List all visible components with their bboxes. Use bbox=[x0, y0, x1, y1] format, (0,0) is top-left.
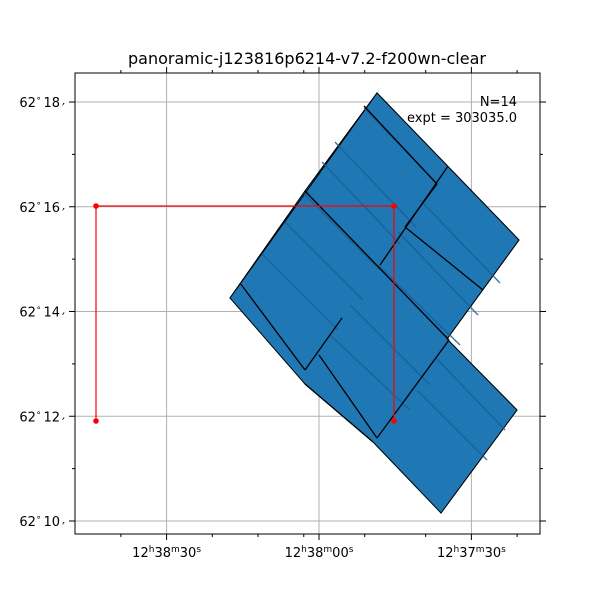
dither-stripe bbox=[349, 304, 431, 386]
y-tick-value: ′ bbox=[62, 521, 65, 536]
y-tick-value: 62 bbox=[19, 515, 36, 530]
dither-stripe bbox=[321, 161, 401, 245]
y-tick-value: 16 bbox=[44, 201, 61, 216]
x-tick-value: 00 bbox=[332, 546, 349, 561]
y-tick-value: 14 bbox=[44, 306, 61, 321]
x-tick-value: 38 bbox=[307, 546, 324, 561]
selection-vertex bbox=[93, 203, 99, 209]
detector-edge bbox=[304, 190, 450, 341]
footprint-layer bbox=[229, 92, 520, 514]
y-tick-label: 62∘ 12 ′ bbox=[19, 408, 65, 431]
detector-edge bbox=[379, 165, 449, 266]
x-tick-label: 12h38m00s bbox=[285, 545, 354, 561]
axes-frame bbox=[74, 72, 541, 535]
x-tick-unit: s bbox=[349, 545, 354, 555]
y-tick-value: ′ bbox=[62, 207, 65, 222]
y-tick-label: 62∘ 14 ′ bbox=[19, 304, 65, 327]
count-annotation: N=14 bbox=[480, 95, 517, 110]
x-tick-unit: h bbox=[149, 545, 155, 555]
x-tick-label: 12h37m30s bbox=[437, 545, 506, 561]
selection-vertex bbox=[93, 418, 99, 424]
y-tick-unit: ∘ bbox=[36, 199, 42, 209]
y-tick-label: 62∘ 16 ′ bbox=[19, 199, 65, 222]
x-tick-unit: m bbox=[476, 545, 485, 555]
y-tick-unit: ∘ bbox=[36, 94, 42, 104]
y-tick-label: 62∘ 18 ′ bbox=[19, 94, 65, 117]
x-tick-value: 37 bbox=[459, 546, 476, 561]
x-tick-value: 12 bbox=[132, 546, 149, 561]
dither-stripe bbox=[329, 334, 411, 411]
y-tick-value: ′ bbox=[62, 312, 65, 327]
x-tick-unit: m bbox=[171, 545, 180, 555]
dither-stripe bbox=[419, 199, 501, 284]
y-tick-value: 12 bbox=[44, 410, 61, 425]
y-tick-value: ′ bbox=[62, 416, 65, 431]
x-tick-unit: m bbox=[323, 545, 332, 555]
selection-vertex bbox=[391, 418, 397, 424]
x-tick-label: 12h38m30s bbox=[132, 545, 201, 561]
detector-edge bbox=[376, 339, 450, 439]
detector-edge bbox=[304, 383, 374, 443]
footprint-outline bbox=[229, 92, 520, 514]
y-tick-value: 18 bbox=[44, 96, 61, 111]
dither-stripe bbox=[334, 141, 417, 228]
selection-vertex bbox=[391, 203, 397, 209]
y-tick-unit: ∘ bbox=[36, 408, 42, 418]
detector-edge bbox=[239, 282, 306, 371]
x-tick-unit: h bbox=[301, 545, 307, 555]
y-tick-value: 62 bbox=[19, 201, 36, 216]
chart-title: panoramic-j123816p6214-v7.2-f200wn-clear bbox=[128, 49, 486, 68]
x-tick-value: 12 bbox=[285, 546, 302, 561]
dither-stripe bbox=[377, 264, 461, 346]
y-tick-value: ′ bbox=[62, 102, 65, 117]
dither-stripe bbox=[397, 231, 479, 316]
y-tick-unit: ∘ bbox=[36, 304, 42, 314]
detector-edge bbox=[318, 354, 378, 439]
y-tick-value: 62 bbox=[19, 96, 36, 111]
detector-edge bbox=[363, 105, 438, 185]
x-tick-value: 38 bbox=[154, 546, 171, 561]
detector-edge bbox=[304, 317, 343, 371]
x-tick-unit: h bbox=[454, 545, 460, 555]
detector-edge bbox=[404, 226, 484, 291]
dither-stripe bbox=[261, 253, 339, 331]
exposure-annotation: expt = 303035.0 bbox=[407, 111, 517, 126]
selection-outline bbox=[95, 205, 395, 421]
y-tick-value: 62 bbox=[19, 306, 36, 321]
x-tick-unit: s bbox=[196, 545, 201, 555]
x-tick-value: 30 bbox=[180, 546, 197, 561]
dither-stripe bbox=[416, 389, 488, 461]
dither-stripe bbox=[436, 358, 506, 431]
y-tick-value: 62 bbox=[19, 410, 36, 425]
selection-layer bbox=[93, 203, 397, 424]
y-tick-label: 62∘ 10 ′ bbox=[19, 513, 65, 536]
dither-stripe bbox=[303, 193, 381, 271]
x-tick-value: 30 bbox=[485, 546, 502, 561]
dither-stripe bbox=[284, 221, 364, 301]
y-tick-value: 10 bbox=[44, 515, 61, 530]
x-tick-value: 12 bbox=[437, 546, 454, 561]
y-tick-unit: ∘ bbox=[36, 513, 42, 523]
x-tick-unit: s bbox=[501, 545, 506, 555]
